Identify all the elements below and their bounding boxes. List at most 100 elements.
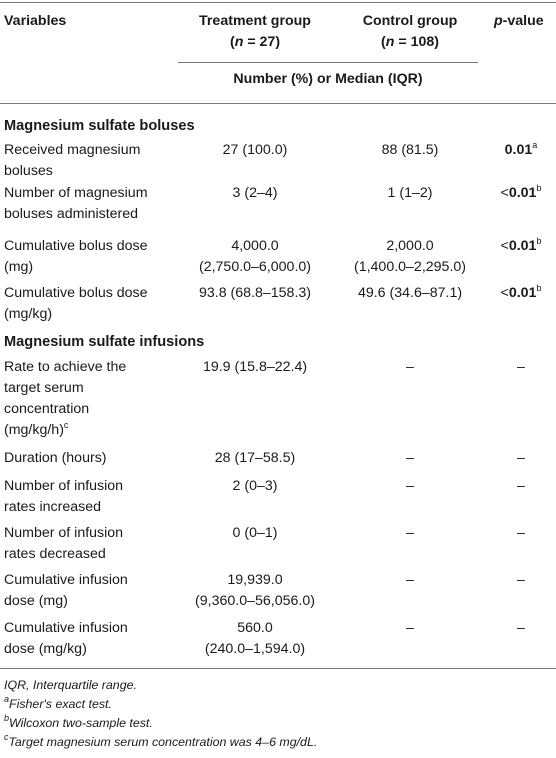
p-value: – [517, 478, 525, 494]
variable-line: rates decreased [4, 546, 106, 562]
variable-line: target serum [4, 380, 84, 396]
header-treatment: Treatment group (n = 27) [199, 13, 311, 50]
control-value: 1 (1–2) [387, 185, 433, 201]
variable-line: Number of infusion [4, 478, 124, 494]
header-mid-rule [178, 62, 478, 63]
footnote-mark: c [4, 732, 9, 742]
footnote: aFisher's exact test. [4, 694, 112, 712]
header-control: Control group (n = 108) [362, 13, 458, 50]
control-value: 88 (81.5) [381, 142, 439, 158]
p-number: 0.01 [508, 238, 537, 254]
variable-line: dose (mg/kg) [4, 641, 87, 657]
header-treatment-n-label: n [234, 34, 244, 50]
p-value: – [517, 525, 525, 541]
section-title-boluses: Magnesium sulfate boluses [4, 118, 195, 134]
footnote: cTarget magnesium serum concentration wa… [4, 732, 318, 750]
treatment-value: 560.0 (240.0–1,594.0) [180, 618, 330, 660]
header-control-n-value: = 108) [398, 34, 439, 50]
variable-line: Duration (hours) [4, 450, 107, 466]
p-number: 0.01 [508, 185, 537, 201]
treatment-value: 2 (0–3) [232, 478, 278, 494]
p-footnote-mark: a [532, 140, 538, 150]
p-number: 0.01 [508, 285, 537, 301]
variable-line: (mg/kg) [4, 306, 53, 322]
table-row-variable: Rate to achieve the target serum concent… [4, 357, 126, 441]
section-title-infusions: Magnesium sulfate infusions [4, 334, 205, 350]
variable-line: dose (mg) [4, 593, 68, 609]
value-line: (2,750.0–6,000.0) [198, 259, 311, 275]
p-value: – [517, 572, 525, 588]
p-value: – [517, 359, 525, 375]
control-value: – [406, 572, 414, 588]
variable-line: Number of infusion [4, 525, 124, 541]
table-row-variable: Number of magnesium boluses administered [4, 183, 148, 225]
p-value: <0.01b [490, 183, 552, 204]
value-line: 4,000.0 [231, 238, 279, 254]
footnote: bWilcoxon two-sample test. [4, 713, 153, 731]
table-row-variable: Cumulative bolus dose (mg) [4, 236, 148, 278]
footnote-mark: a [4, 694, 10, 704]
variable-line: boluses administered [4, 206, 139, 222]
treatment-value: 19.9 (15.8–22.4) [202, 359, 308, 375]
treatment-value: 4,000.0 (2,750.0–6,000.0) [180, 236, 330, 278]
footnote: IQR, Interquartile range. [4, 677, 137, 693]
control-value: – [406, 525, 414, 541]
header-p-rest: -value [502, 13, 544, 29]
table-row-variable: Duration (hours) [4, 448, 107, 469]
variable-line: (mg/kg/h) [4, 422, 64, 438]
value-line: 19,939.0 [227, 572, 283, 588]
table-row-variable: Number of infusion rates increased [4, 476, 123, 518]
treatment-value: 0 (0–1) [232, 525, 278, 541]
variable-line: boluses [4, 163, 53, 179]
value-line: 560.0 [237, 620, 273, 636]
variable-line: Cumulative infusion [4, 620, 128, 636]
treatment-value: 28 (17–58.5) [214, 450, 296, 466]
header-treatment-n-value: = 27) [247, 34, 281, 50]
header-p-label: p [494, 13, 503, 29]
variable-line: Number of magnesium [4, 185, 148, 201]
control-value: – [406, 450, 414, 466]
p-prefix: < [500, 285, 509, 301]
p-value: 0.01a [490, 140, 552, 161]
p-footnote-mark: b [536, 283, 542, 293]
header-control-n-label: n [385, 34, 395, 50]
control-value: – [406, 478, 414, 494]
p-value: <0.01b [490, 283, 552, 304]
variable-line: Cumulative infusion [4, 572, 128, 588]
treatment-value: 19,939.0 (9,360.0–56,056.0) [180, 570, 330, 612]
control-value: – [406, 359, 414, 375]
header-variables: Variables [4, 13, 67, 29]
variable-line: (mg) [4, 259, 34, 275]
value-line: (1,400.0–2,295.0) [353, 259, 466, 275]
header-subheader: Number (%) or Median (IQR) [233, 71, 423, 87]
p-number: 0.01 [504, 142, 533, 158]
p-value: – [517, 450, 525, 466]
footnote-text: Target magnesium serum concentration was… [8, 735, 318, 749]
variable-line: Cumulative bolus dose [4, 238, 148, 254]
value-line: (9,360.0–56,056.0) [195, 593, 315, 609]
value-line: (240.0–1,594.0) [204, 641, 306, 657]
footnote-mark: b [4, 713, 10, 723]
table-row-variable: Cumulative infusion dose (mg/kg) [4, 618, 128, 660]
control-value: 2,000.0 (1,400.0–2,295.0) [340, 236, 480, 278]
table-bottom-rule [0, 668, 556, 669]
footnote-text: Wilcoxon two-sample test. [9, 716, 153, 730]
header-treatment-title: Treatment group [199, 13, 311, 29]
value-line: 2,000.0 [386, 238, 434, 254]
header-p-value: p-value [494, 11, 544, 32]
p-footnote-mark: b [536, 183, 542, 193]
header-bottom-rule [0, 103, 556, 104]
p-footnote-mark: b [536, 236, 542, 246]
treatment-value: 93.8 (68.8–158.3) [198, 285, 311, 301]
p-prefix: < [500, 185, 509, 201]
variable-footnote-mark: c [63, 420, 69, 430]
p-prefix: < [500, 238, 509, 254]
table-row-variable: Cumulative infusion dose (mg) [4, 570, 128, 612]
variable-line: concentration [4, 401, 90, 417]
variable-line: Rate to achieve the [4, 359, 127, 375]
p-value: – [517, 620, 525, 636]
treatment-value: 27 (100.0) [222, 142, 288, 158]
header-control-title: Control group [362, 13, 458, 29]
footnote-text: IQR, Interquartile range. [4, 678, 137, 692]
p-value: <0.01b [490, 236, 552, 257]
